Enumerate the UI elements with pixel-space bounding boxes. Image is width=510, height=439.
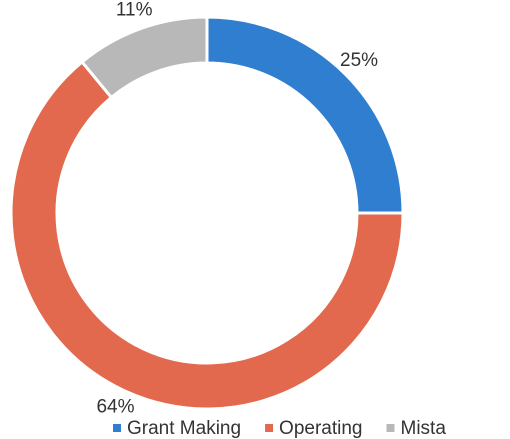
data-label: 25%: [340, 50, 378, 71]
legend-marker: [265, 424, 274, 432]
donut-slice: [9, 59, 405, 411]
legend-label: Mista: [401, 418, 447, 439]
donut-slice: [205, 15, 405, 215]
legend-marker: [113, 424, 121, 432]
legend-label: Grant Making: [127, 418, 241, 439]
data-label: 64%: [96, 397, 134, 418]
donut-slice: [79, 15, 209, 100]
legend-label: Operating: [279, 418, 362, 439]
data-label: 11%: [116, 0, 153, 21]
legend-marker: [386, 424, 395, 432]
